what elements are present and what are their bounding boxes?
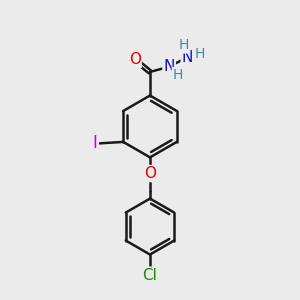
Text: O: O [129,52,141,67]
Text: O: O [144,166,156,181]
Text: H: H [179,38,189,52]
Text: I: I [93,134,98,152]
Text: H: H [173,68,183,82]
Text: N: N [182,50,193,65]
Text: H: H [195,47,205,61]
Text: N: N [164,59,175,74]
Text: Cl: Cl [142,268,158,283]
